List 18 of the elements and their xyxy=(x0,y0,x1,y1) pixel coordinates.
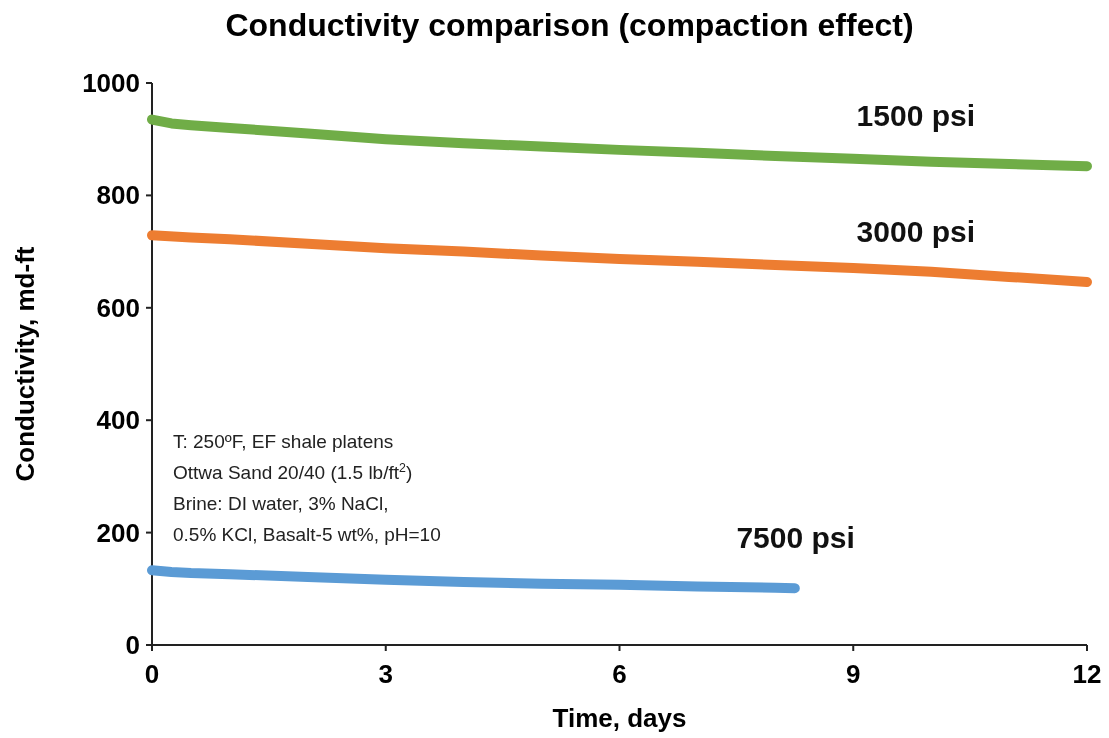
annotation: T: 250ºF, EF shale platens Ottwa Sand 20/40 (1.5 lb/ft$^{2}$) Brine: DI water, 3% NaCl, 0.5% KCl, Basalt-5 wt%, pH=10 xyxy=(173,431,441,545)
series-label: 7500 psi xyxy=(736,521,855,555)
x-tick-label: 9 xyxy=(846,659,861,689)
x-axis-title: Time, days xyxy=(552,703,687,733)
x-tick-label: 6 xyxy=(612,659,627,689)
x-tick-label: 3 xyxy=(378,659,393,689)
series-label: 3000 psi xyxy=(856,214,975,248)
y-tick-label: 400 xyxy=(96,405,140,436)
series-label: 1500 psi xyxy=(856,99,975,133)
x-tick-label: 12 xyxy=(1072,659,1102,689)
y-axis-title: Conductivity, md-ft xyxy=(10,246,40,482)
y-tick-label: 800 xyxy=(96,180,140,211)
x-tick-label: 0 xyxy=(144,659,160,689)
y-tick-label: 0 xyxy=(125,630,140,660)
y-tick-label: 1000 xyxy=(82,68,140,98)
y-tick-label: 600 xyxy=(96,292,140,323)
y-tick-label: 200 xyxy=(96,517,140,548)
chart-title: Conductivity comparison (compaction effect) xyxy=(225,7,914,43)
